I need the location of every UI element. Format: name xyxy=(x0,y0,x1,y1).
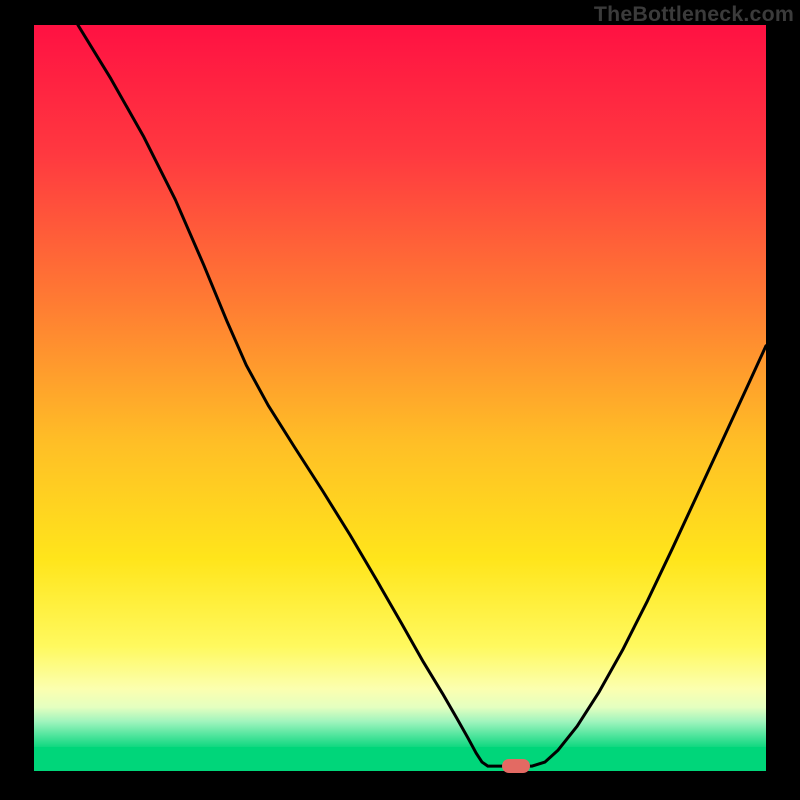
bottleneck-curve xyxy=(34,25,766,771)
optimum-marker xyxy=(502,759,530,773)
watermark-text: TheBottleneck.com xyxy=(594,2,794,27)
plot-area xyxy=(34,25,766,771)
